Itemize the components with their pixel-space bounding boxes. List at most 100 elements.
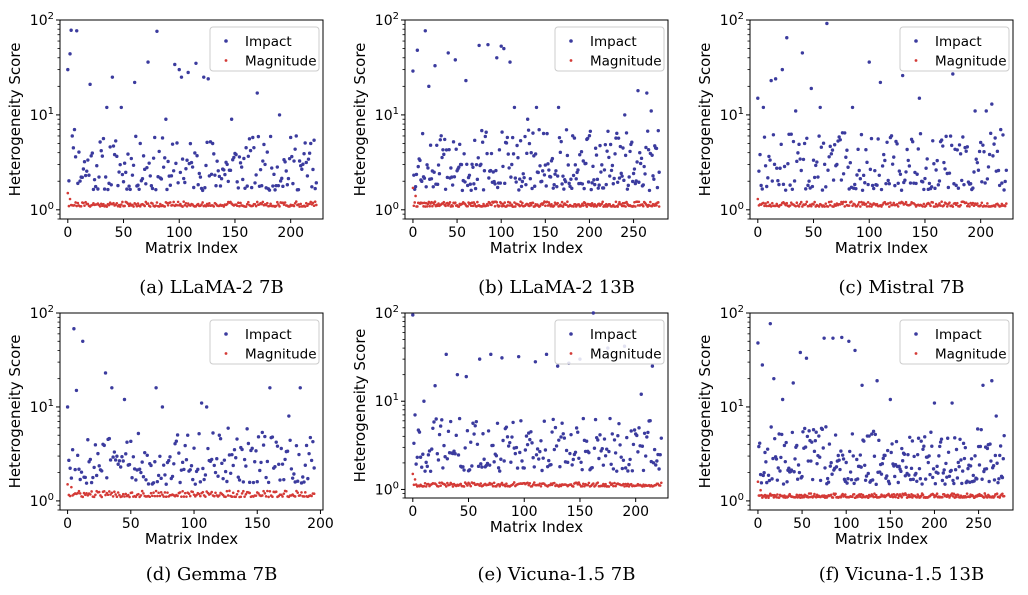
point-magnitude	[148, 205, 152, 208]
point-magnitude	[114, 493, 117, 496]
point-impact	[552, 182, 556, 187]
point-impact	[236, 475, 240, 479]
point-impact	[86, 438, 90, 442]
point-impact	[150, 186, 155, 191]
point-impact	[136, 431, 141, 436]
point-impact	[916, 436, 921, 440]
point-impact	[562, 187, 566, 191]
point-impact	[473, 186, 478, 191]
point-magnitude	[283, 201, 287, 204]
point-magnitude	[847, 204, 851, 207]
point-magnitude	[128, 495, 131, 499]
x-tick-label: 150	[222, 225, 249, 241]
point-impact	[795, 477, 800, 481]
legend-marker-impact	[569, 39, 573, 43]
point-impact	[254, 173, 258, 177]
legend-box	[209, 319, 320, 365]
point-impact	[993, 136, 997, 140]
point-impact	[551, 186, 555, 190]
point-impact	[836, 453, 840, 458]
point-magnitude	[935, 492, 939, 495]
point-magnitude	[448, 483, 451, 487]
point-magnitude	[156, 494, 159, 498]
point-magnitude	[626, 482, 630, 486]
point-magnitude	[813, 492, 816, 496]
point-magnitude	[66, 483, 69, 486]
point-impact	[544, 184, 548, 188]
point-impact	[910, 439, 915, 443]
point-magnitude	[416, 205, 419, 208]
point-impact	[415, 455, 419, 460]
point-impact	[515, 466, 520, 470]
x-tick-label: 0	[408, 504, 417, 520]
point-impact	[146, 482, 151, 486]
point-impact	[992, 478, 997, 482]
point-impact	[141, 154, 146, 158]
point-impact	[414, 462, 418, 466]
point-impact	[291, 181, 295, 186]
point-impact	[643, 172, 647, 176]
point-magnitude	[204, 204, 208, 208]
point-impact	[606, 129, 610, 134]
point-impact	[311, 439, 315, 444]
point-magnitude	[812, 203, 815, 206]
point-magnitude	[231, 491, 235, 495]
point-impact	[873, 168, 877, 173]
point-impact	[554, 169, 558, 173]
point-magnitude	[181, 205, 184, 208]
point-impact	[573, 450, 578, 454]
point-magnitude	[764, 202, 767, 205]
point-magnitude	[439, 484, 442, 487]
point-impact	[792, 470, 796, 474]
point-impact	[72, 327, 76, 331]
point-impact	[218, 437, 223, 441]
point-impact	[237, 478, 242, 482]
point-magnitude	[774, 204, 777, 208]
point-magnitude	[592, 482, 595, 485]
point-impact	[473, 424, 477, 428]
point-impact	[828, 464, 833, 468]
point-impact	[501, 164, 505, 169]
point-magnitude	[278, 205, 281, 208]
point-impact	[296, 187, 301, 192]
point-impact	[868, 167, 873, 172]
point-impact	[214, 184, 218, 188]
point-impact	[229, 471, 233, 475]
point-impact	[819, 145, 824, 149]
point-impact	[188, 468, 192, 472]
point-impact	[900, 73, 905, 78]
point-impact	[796, 463, 801, 467]
legend-label-impact: Impact	[245, 327, 292, 343]
point-impact	[790, 187, 795, 191]
point-magnitude	[422, 484, 426, 488]
point-impact	[939, 138, 944, 142]
point-impact	[481, 432, 485, 436]
point-magnitude	[556, 201, 559, 205]
point-magnitude	[298, 205, 301, 208]
legend-box	[554, 26, 665, 72]
point-impact	[651, 461, 656, 465]
point-impact	[782, 443, 787, 448]
point-impact	[533, 360, 538, 364]
point-magnitude	[66, 191, 70, 195]
point-impact	[587, 450, 591, 455]
point-impact	[813, 439, 818, 443]
point-magnitude	[776, 493, 779, 496]
point-magnitude	[641, 204, 645, 208]
point-impact	[821, 446, 825, 450]
point-magnitude	[243, 495, 246, 498]
point-impact	[203, 186, 207, 190]
point-magnitude	[896, 492, 899, 496]
point-impact	[805, 434, 810, 439]
point-impact	[797, 470, 802, 475]
point-impact	[908, 435, 912, 440]
point-impact	[151, 481, 156, 485]
point-impact	[997, 183, 1002, 188]
point-impact	[824, 185, 828, 189]
y-axis-title: Heterogeneity Score	[351, 43, 369, 197]
point-impact	[412, 173, 416, 177]
point-impact	[826, 480, 831, 484]
point-impact	[845, 148, 849, 152]
